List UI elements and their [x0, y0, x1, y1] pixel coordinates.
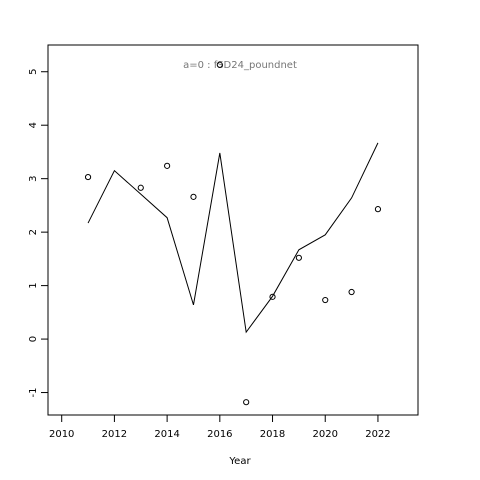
y-tick-label: -1 — [28, 388, 39, 398]
data-point — [243, 399, 250, 406]
data-point — [269, 293, 276, 300]
y-tick-label: 4 — [28, 122, 39, 128]
data-point — [322, 296, 329, 304]
y-tick-label: 5 — [28, 69, 39, 75]
data-point — [164, 162, 171, 169]
chart-title: a=0 : fSD24_poundnet — [183, 60, 297, 71]
data-point — [374, 206, 382, 213]
x-tick-label: 2018 — [260, 429, 285, 440]
x-tick-label: 2020 — [313, 429, 338, 440]
data-point — [137, 184, 144, 191]
y-tick-label: 2 — [28, 229, 39, 235]
x-tick-label: 2022 — [365, 429, 390, 440]
x-tick-label: 2012 — [102, 429, 127, 440]
x-tick-label: 2016 — [207, 429, 232, 440]
data-point — [216, 61, 223, 68]
y-tick-label: 3 — [28, 175, 39, 181]
data-point — [348, 288, 355, 296]
x-tick-label: 2014 — [154, 429, 179, 440]
data-point — [190, 193, 197, 200]
data-point — [84, 173, 92, 181]
data-line — [87, 142, 379, 334]
x-axis-label: Year — [228, 456, 251, 467]
y-tick-label: 1 — [28, 282, 39, 288]
data-point — [295, 254, 302, 261]
x-tick-label: 2010 — [49, 429, 74, 440]
y-tick-label: 0 — [28, 336, 39, 342]
